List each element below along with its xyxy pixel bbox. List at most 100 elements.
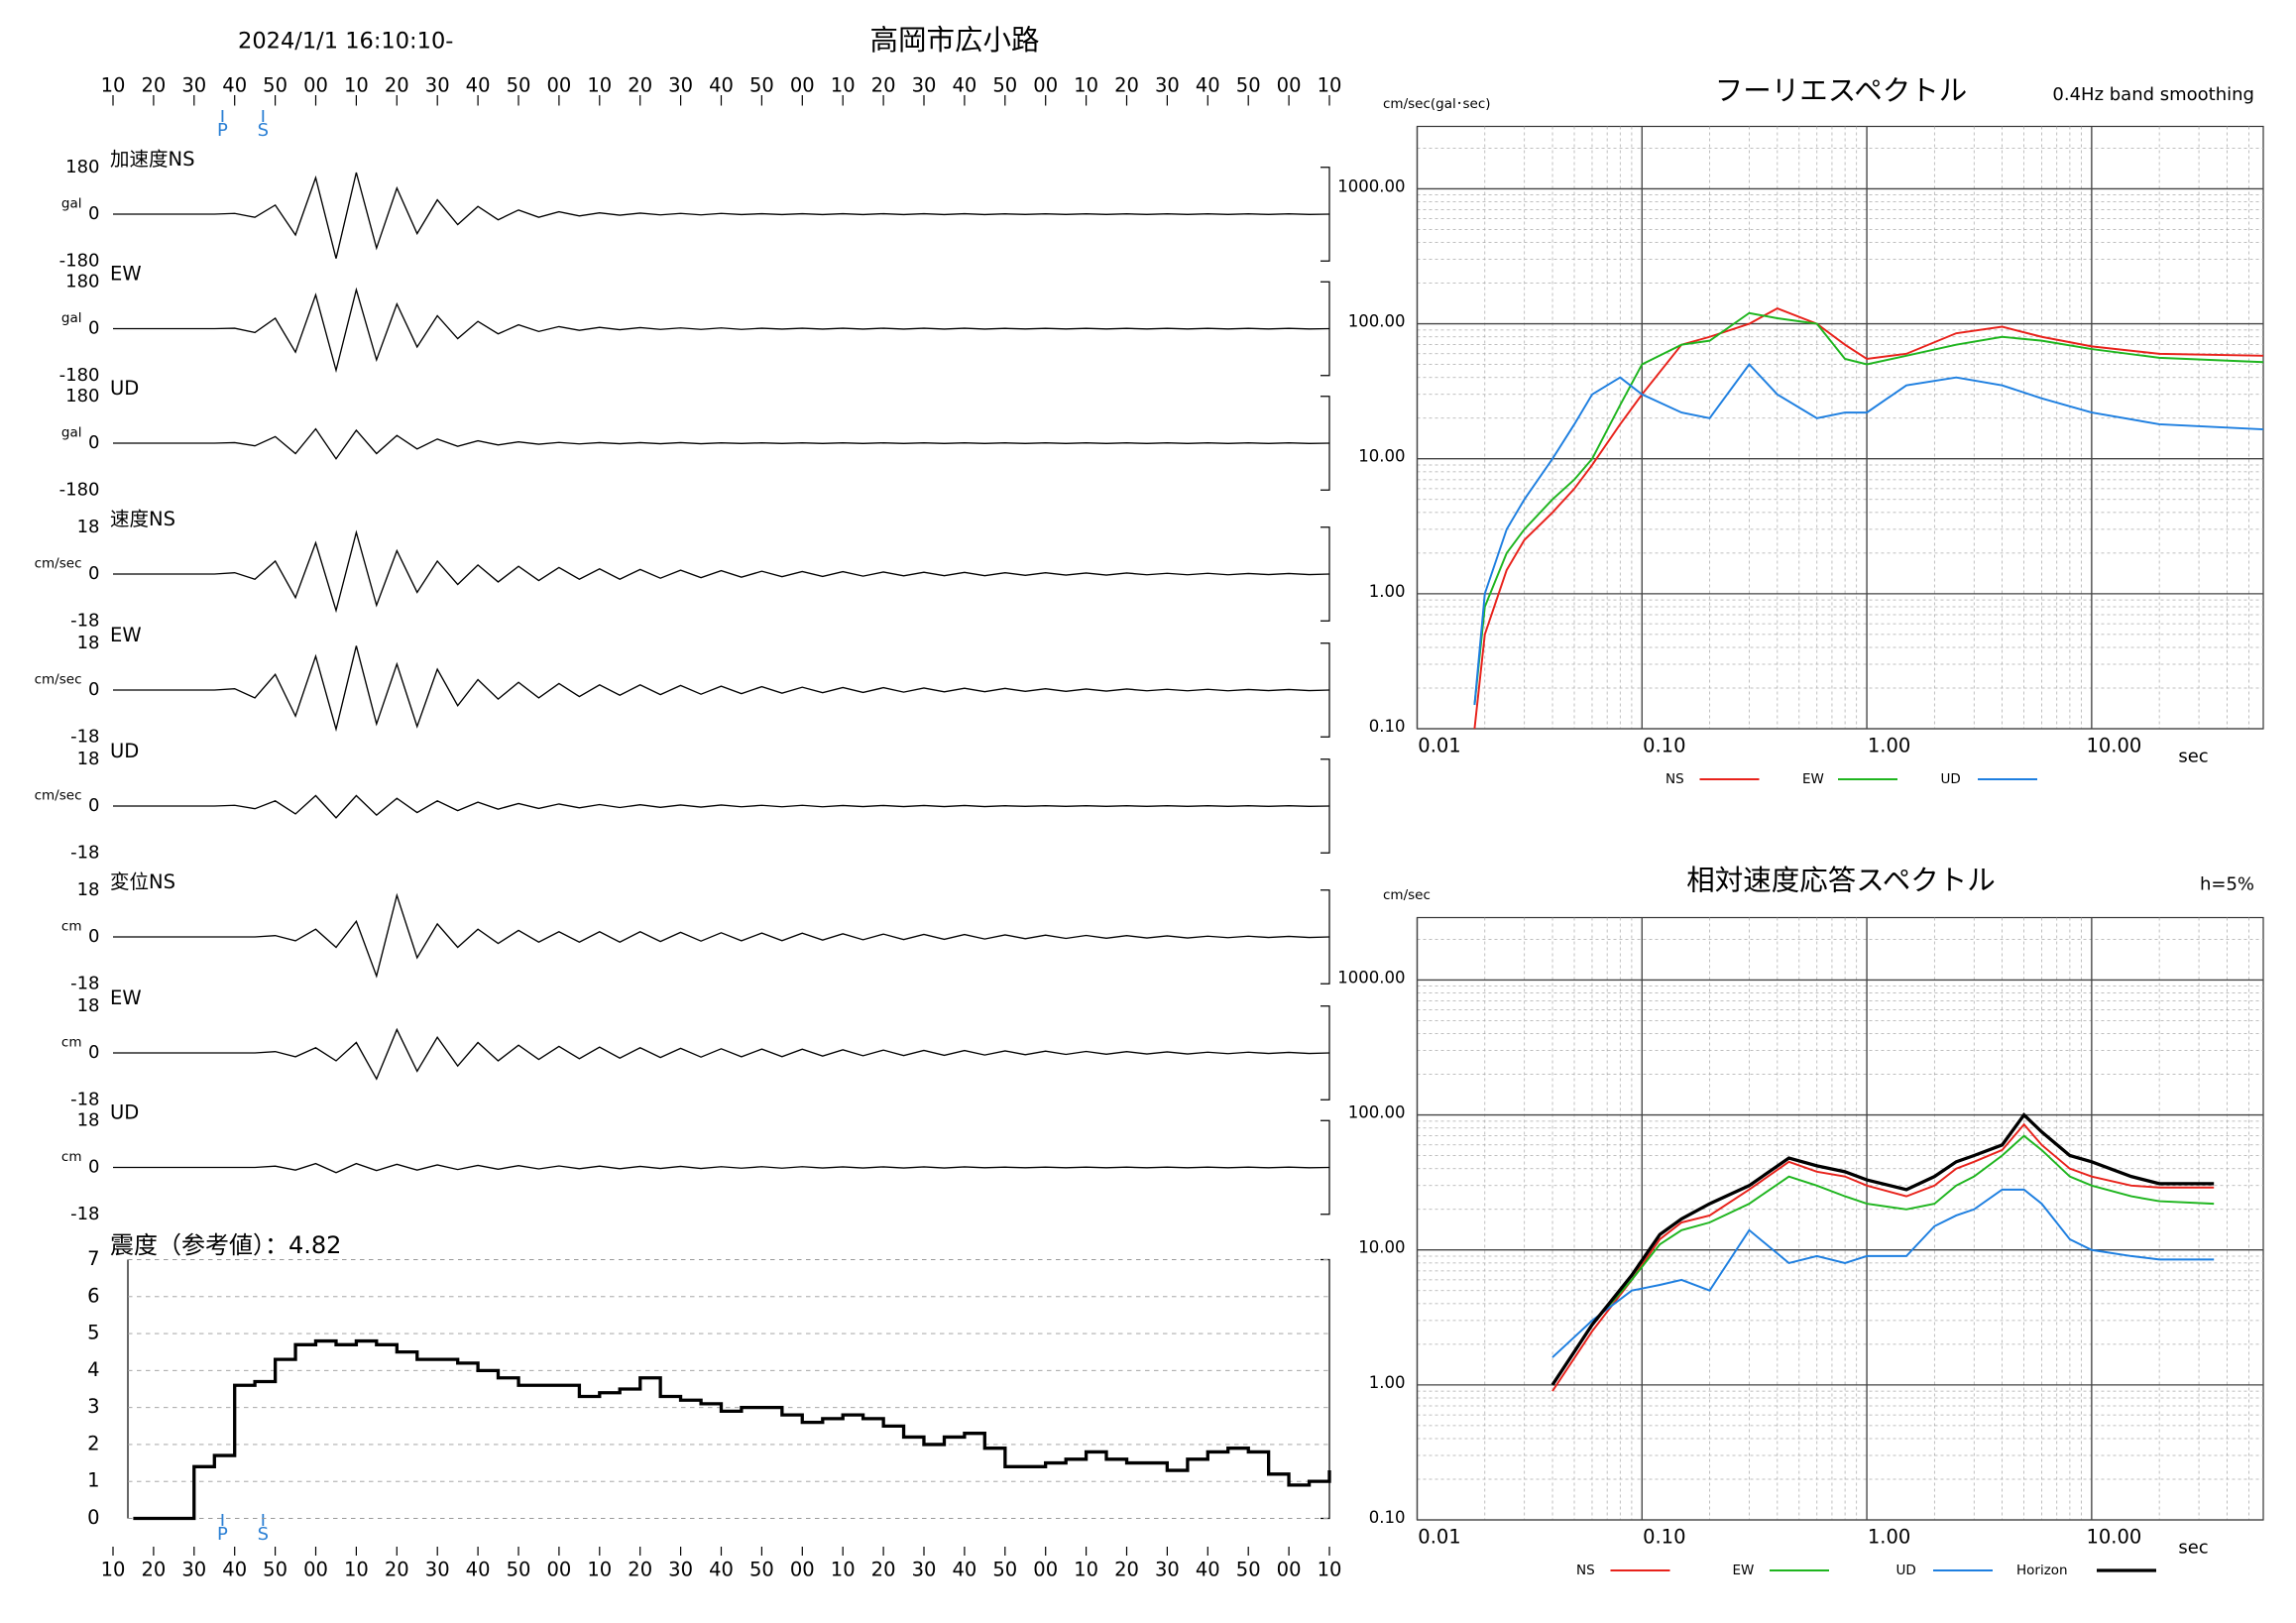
x-tick-label: 0.10 [1643, 1526, 1685, 1549]
x-tick-label: 40 [952, 74, 976, 97]
y-tick-label: 100.00 [1348, 1103, 1406, 1122]
waveform-trace [113, 1162, 1330, 1174]
x-tick-label: 1.00 [1868, 1526, 1910, 1549]
start-time: 2024/1/1 16:10:10- [238, 29, 453, 55]
chart-subtitle: 0.4Hz band smoothing [2052, 84, 2254, 105]
x-tick-label: 20 [1114, 74, 1139, 97]
trace-name: UD [110, 377, 139, 400]
y-tick-label: 0.10 [1369, 717, 1406, 736]
x-tick-label: 20 [628, 74, 652, 97]
phase-label: P [217, 120, 228, 141]
trace-name: 速度NS [110, 508, 175, 530]
x-tick-label: 00 [1033, 74, 1058, 97]
y-tick-label: 18 [77, 633, 100, 653]
x-tick-label: 00 [1033, 1559, 1058, 1581]
y-tick-label: 180 [65, 386, 99, 406]
x-tick-label: 40 [709, 74, 734, 97]
waveform-trace [113, 1027, 1330, 1081]
waveform-trace [113, 645, 1330, 733]
phase-label: S [258, 120, 269, 141]
y-tick-label: 0 [88, 563, 99, 584]
legend-label: NS [1576, 1563, 1595, 1578]
trace-name: EW [110, 262, 142, 285]
x-tick-label: 20 [141, 74, 166, 97]
x-axis-label: sec [2178, 1538, 2208, 1559]
x-tick-label: 10 [1074, 1559, 1098, 1581]
x-tick-label: 00 [790, 1559, 815, 1581]
x-tick-label: 20 [628, 1559, 652, 1581]
legend-label: UD [1941, 771, 1961, 787]
y-tick-label: -18 [70, 842, 99, 863]
x-tick-label: 10 [1318, 1559, 1342, 1581]
x-tick-label: 20 [141, 1559, 166, 1581]
x-tick-label: 50 [749, 1559, 774, 1581]
y-tick-label: 18 [77, 995, 100, 1016]
unit-label: cm/sec [35, 556, 82, 572]
x-tick-label: 40 [952, 1559, 976, 1581]
x-tick-label: 50 [1236, 74, 1261, 97]
x-tick-label: 40 [222, 74, 247, 97]
x-tick-label: 00 [790, 74, 815, 97]
x-tick-label: 40 [222, 1559, 247, 1581]
x-tick-label: 00 [546, 1559, 571, 1581]
y-tick-label: 1.00 [1369, 582, 1406, 601]
y-tick-label: 0 [88, 432, 99, 453]
x-tick-label: 40 [1196, 74, 1220, 97]
y-tick-label: 0 [88, 318, 99, 339]
x-tick-label: 10.00 [2086, 735, 2141, 757]
y-tick-label: -18 [70, 1204, 99, 1224]
y-tick-label: -180 [59, 365, 100, 386]
spectrum-line [1473, 311, 2264, 706]
x-tick-label: 30 [912, 1559, 937, 1581]
y-tick-label: 180 [65, 271, 99, 291]
y-tick-label: 0.10 [1369, 1508, 1406, 1527]
x-tick-label: 00 [1277, 1559, 1302, 1581]
unit-label: gal [61, 196, 82, 212]
y-tick-label: 10.00 [1358, 447, 1405, 466]
x-tick-label: 00 [546, 74, 571, 97]
y-tick-label: 18 [77, 749, 100, 769]
x-tick-label: 30 [1155, 74, 1180, 97]
trace-name: 変位NS [110, 870, 175, 893]
legend-label: NS [1665, 771, 1684, 787]
y-tick-label: 6 [87, 1284, 99, 1307]
y-tick-label: 0 [87, 1506, 99, 1529]
waveform-trace [113, 287, 1330, 374]
y-tick-label: 5 [87, 1322, 99, 1344]
x-tick-label: 50 [749, 74, 774, 97]
spectrum-line [1473, 362, 2264, 706]
x-tick-label: 0.01 [1418, 1526, 1460, 1549]
trace-name: EW [110, 986, 142, 1009]
y-tick-label: 1.00 [1369, 1373, 1406, 1392]
y-tick-label: -18 [70, 610, 99, 631]
x-tick-label: 20 [871, 74, 896, 97]
spectrum-line [1551, 1188, 2215, 1358]
phase-label: S [258, 1524, 269, 1545]
y-tick-label: 0 [88, 679, 99, 700]
y-tick-label: 100.00 [1348, 312, 1406, 331]
spectrum-line [1551, 1122, 2215, 1392]
intensity-line [133, 1338, 1331, 1521]
x-tick-label: 10.00 [2086, 1526, 2141, 1549]
x-tick-label: 50 [263, 1559, 287, 1581]
x-tick-label: 10 [1318, 74, 1342, 97]
y-tick-label: 2 [87, 1432, 99, 1454]
x-tick-label: 00 [1277, 74, 1302, 97]
y-tick-label: -18 [70, 1089, 99, 1109]
x-tick-label: 1.00 [1868, 735, 1910, 757]
y-tick-label: -180 [59, 479, 100, 500]
y-axis-label: cm/sec [1383, 887, 1431, 903]
unit-label: gal [61, 425, 82, 441]
x-tick-label: 50 [263, 74, 287, 97]
y-tick-label: -180 [59, 250, 100, 271]
x-tick-label: 30 [181, 1559, 206, 1581]
x-tick-label: 50 [507, 1559, 531, 1581]
spectrum-line [1551, 1134, 2215, 1386]
spectrum-line [1550, 1112, 2215, 1386]
x-tick-label: 30 [912, 74, 937, 97]
chart-title: フーリエスペクトル [1715, 74, 1968, 107]
x-tick-label: 10 [344, 74, 369, 97]
phase-label: P [217, 1524, 228, 1545]
plot-frame [1416, 125, 2264, 730]
x-tick-label: 20 [385, 74, 409, 97]
